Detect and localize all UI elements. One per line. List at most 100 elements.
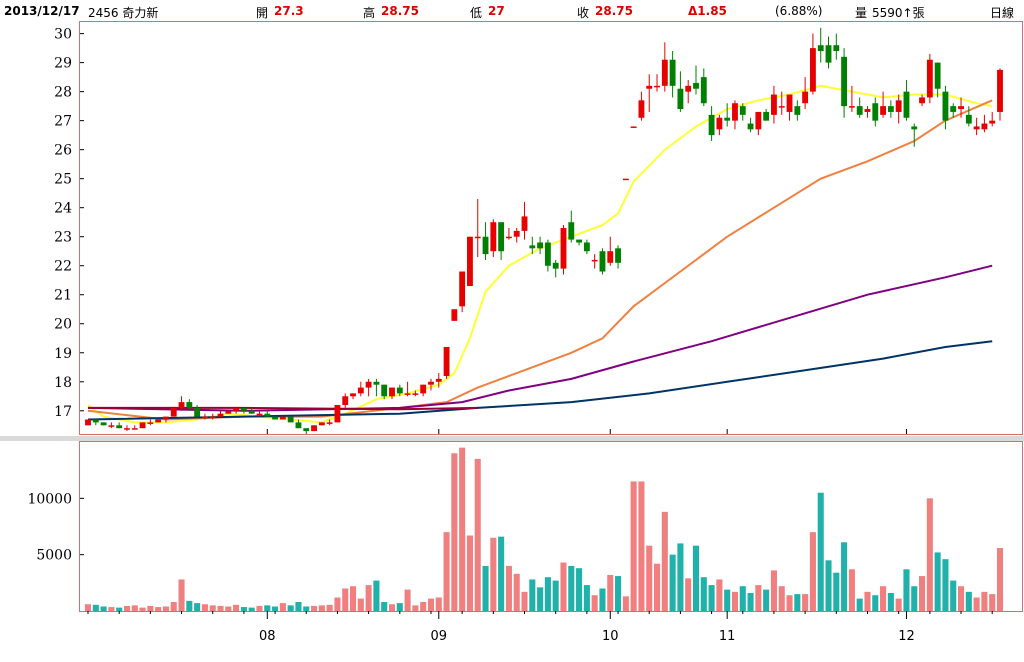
candle-body — [607, 251, 614, 263]
volume-bar — [755, 585, 762, 611]
candle-body — [942, 91, 949, 121]
stock-name: 2456 奇力新 — [88, 6, 159, 20]
volume-bar — [474, 458, 481, 611]
volume-tick-label: 5000 — [36, 548, 72, 564]
volume-bar — [427, 598, 435, 611]
open-label: 開 — [256, 6, 269, 20]
candle-body — [170, 407, 177, 417]
volume-bar — [833, 572, 840, 611]
month-label: 11 — [719, 629, 736, 644]
candle-body — [950, 106, 957, 112]
candle-body — [716, 117, 723, 130]
candle-body — [474, 236, 481, 239]
volume-bar — [739, 586, 746, 611]
candle-body — [763, 111, 770, 121]
time-axis: 08 09 10 11 12 — [87, 429, 993, 644]
volume-bar — [225, 606, 232, 611]
change-value: Δ1.85 — [688, 4, 727, 18]
candle-body — [537, 242, 544, 249]
candle-body — [552, 262, 559, 269]
volume-bar — [326, 604, 333, 611]
candle-body — [92, 419, 99, 423]
volume-bar — [334, 597, 341, 611]
volume-bar — [841, 542, 848, 611]
candle-body — [724, 117, 731, 121]
candle-body — [155, 419, 162, 423]
volume-bar — [131, 605, 138, 611]
price-tick-label: 22 — [54, 259, 72, 275]
volume-bar — [778, 586, 785, 611]
candle-body — [147, 422, 154, 424]
quote-date: 2013/12/17 — [4, 4, 80, 18]
volume-bar — [139, 607, 146, 611]
volume-bar — [303, 606, 310, 611]
candle-body — [85, 419, 91, 426]
volume-bar — [630, 481, 637, 611]
volume-bar — [661, 511, 668, 611]
volume-bar — [957, 586, 965, 611]
volume-bar — [880, 586, 887, 611]
candle-body — [685, 85, 692, 92]
volume-bar — [279, 603, 286, 611]
candle-body — [178, 402, 185, 408]
volume-bar — [692, 545, 700, 611]
volume-bar — [248, 607, 255, 611]
volume-bar — [685, 578, 692, 611]
candle-body — [825, 45, 832, 63]
volume-bar — [396, 603, 403, 611]
candle-body — [163, 416, 169, 420]
volume-bar — [848, 569, 855, 611]
candle-body — [887, 106, 894, 112]
candle-body — [233, 407, 240, 411]
candle-body — [880, 106, 886, 115]
volume-bar — [919, 576, 926, 611]
close-label: 收 — [577, 6, 590, 20]
volume-bar — [459, 447, 466, 611]
volume-bar — [817, 492, 824, 611]
candlesticks — [85, 27, 1003, 434]
candle-body — [108, 425, 115, 427]
price-tick-label: 19 — [54, 346, 72, 362]
volume-bar — [646, 545, 653, 611]
candle-body — [389, 387, 395, 397]
candle-body — [498, 222, 505, 252]
volume-bar — [505, 565, 512, 611]
volume-bar — [147, 605, 154, 611]
volume-bar — [451, 453, 458, 611]
change-percent: (6.88%) — [775, 4, 823, 18]
volume-tick-label: 10000 — [27, 491, 72, 507]
candle-body — [428, 381, 434, 385]
volume-bar — [724, 589, 731, 611]
candle-body — [435, 378, 442, 382]
candle-body — [217, 413, 224, 417]
volume-bar — [731, 591, 739, 611]
volume-bar — [217, 605, 224, 611]
volume-bar — [404, 589, 411, 611]
candle-body — [124, 428, 130, 430]
candle-body — [186, 402, 193, 408]
candle-body — [521, 216, 528, 231]
volume-panel — [79, 441, 1023, 612]
candle-body — [404, 393, 411, 395]
candle-body — [264, 413, 271, 417]
volume-bar — [170, 601, 177, 611]
candle-body — [747, 123, 754, 130]
volume-bar — [233, 604, 240, 611]
volume-bar — [272, 606, 279, 611]
open-value: 27.3 — [274, 4, 304, 18]
candle-body — [958, 106, 964, 110]
volume-bar — [638, 481, 645, 611]
close-value: 28.75 — [595, 4, 633, 18]
candle-body — [131, 428, 138, 430]
volume-bar — [763, 589, 770, 611]
volume-bar — [100, 606, 107, 611]
volume-bar — [544, 577, 551, 611]
candle-body — [848, 106, 855, 108]
volume-bar — [926, 498, 933, 611]
volume-bar — [989, 594, 996, 611]
volume-bar — [116, 607, 123, 611]
candle-body — [342, 396, 349, 405]
ma20-line — [87, 99, 993, 421]
volume-bar — [490, 537, 497, 611]
candle-body — [841, 56, 848, 107]
